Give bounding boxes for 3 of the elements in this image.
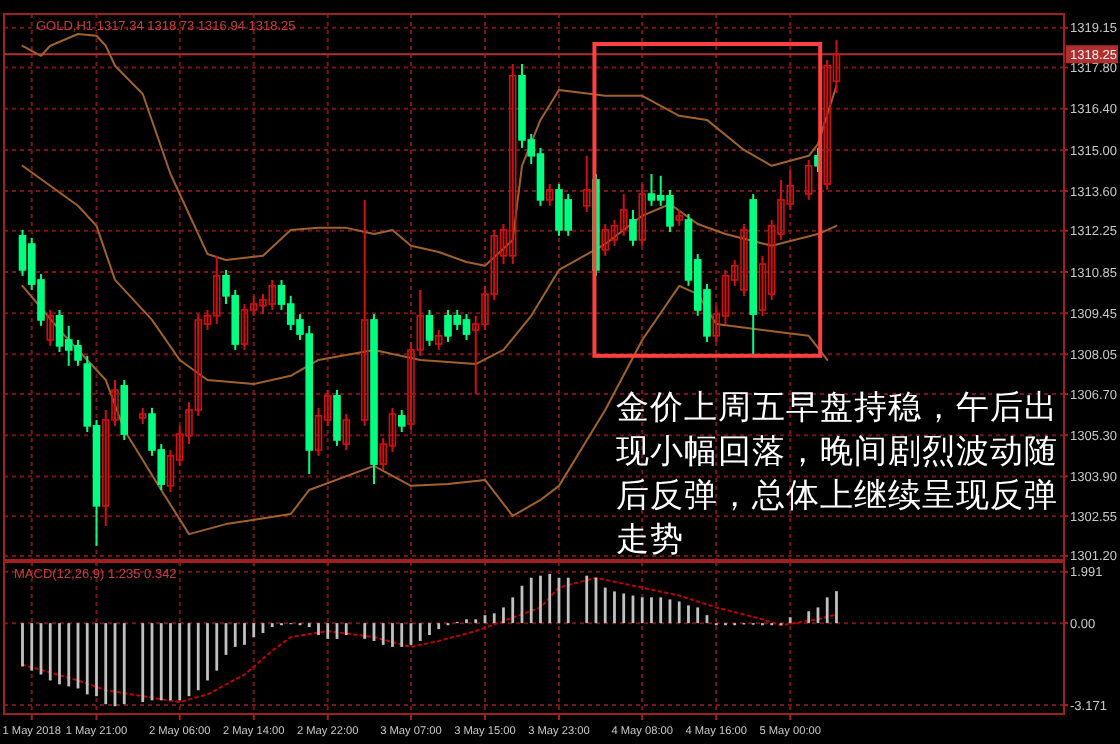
annotation: 金价上周五早盘持稳，午后出现小幅回落，晚间剧烈波动随后反弹，总体上继续呈现反弹走势 [616, 388, 1058, 558]
line-series [21, 164, 838, 386]
line-series [21, 33, 838, 267]
